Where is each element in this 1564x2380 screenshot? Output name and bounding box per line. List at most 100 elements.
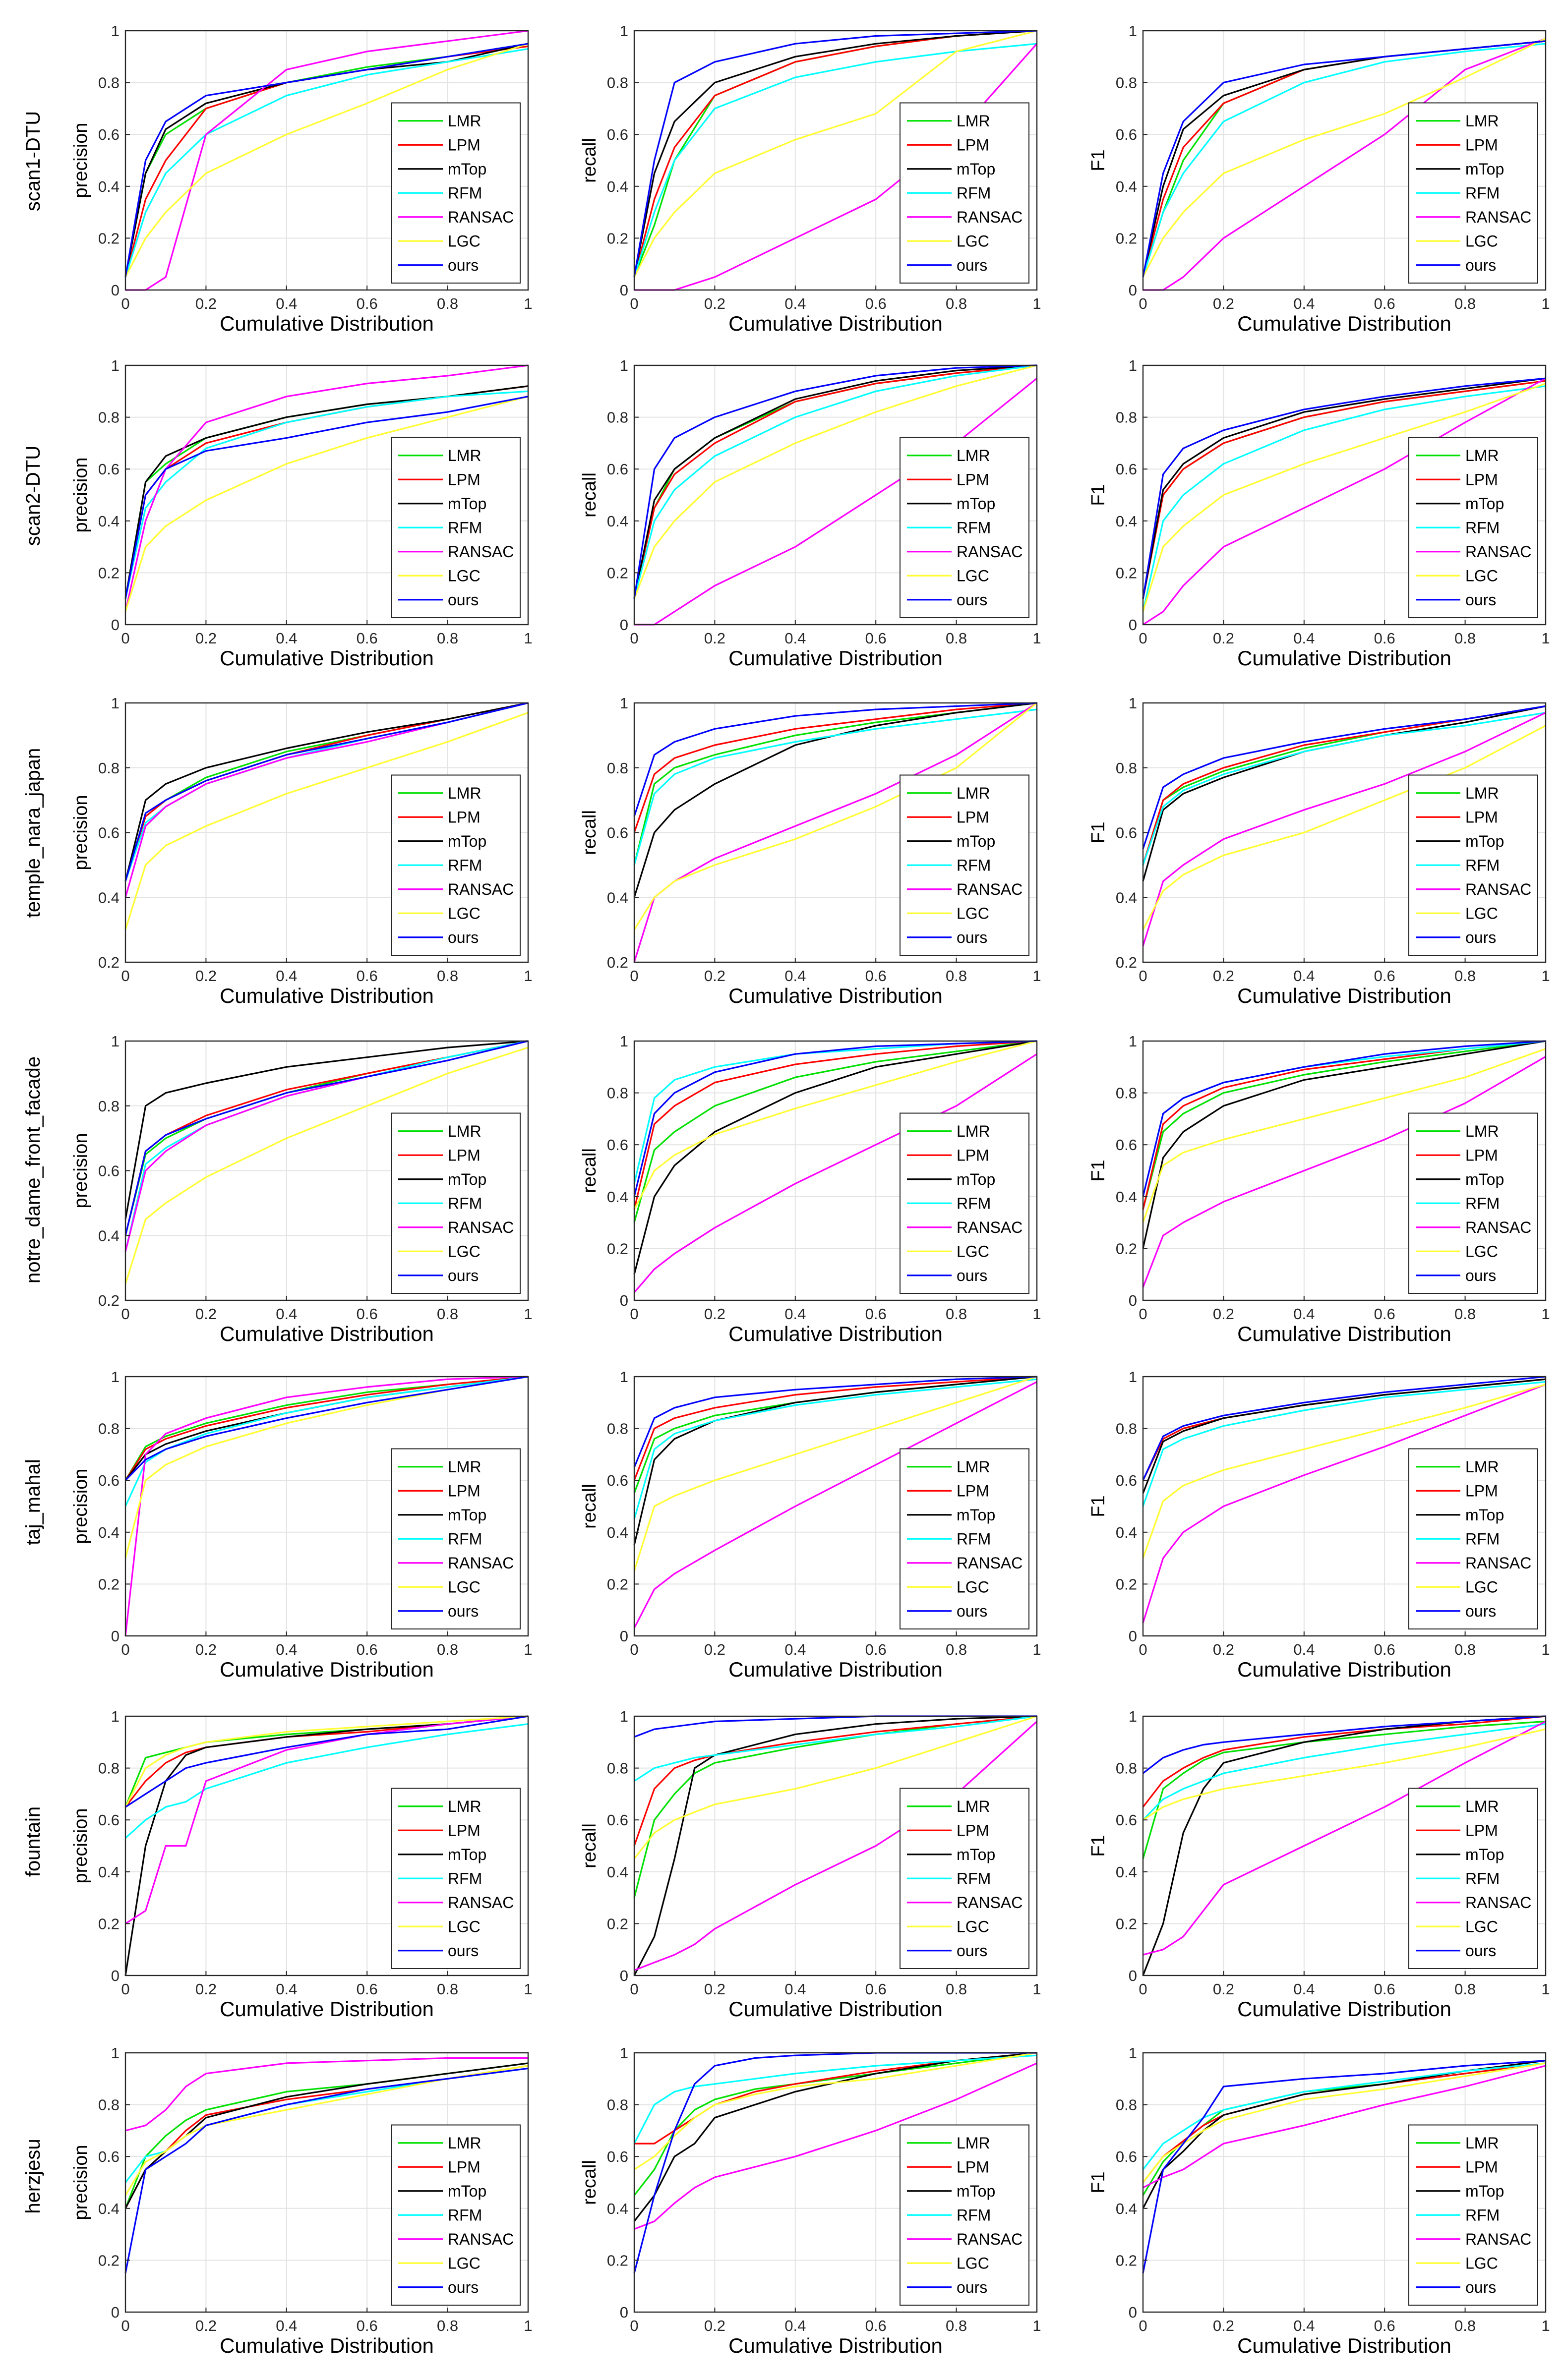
legend-r3c1: LMR LPM mTop RFM RANSAC LGC ours — [900, 1112, 1029, 1294]
y-tick-label: 0.8 — [607, 1420, 628, 1438]
y-tick-label: 0 — [620, 1627, 628, 1645]
x-tick-label: 1 — [1541, 1641, 1550, 1658]
y-tick-label: 0.2 — [607, 1575, 628, 1593]
series-r6c1 — [633, 2052, 1037, 2274]
series-line-ransac — [633, 1381, 1037, 1629]
y-tick-label: 0.2 — [607, 230, 628, 247]
x-tick-label: 0.2 — [704, 1980, 725, 1998]
legend-r6c1: LMR LPM mTop RFM RANSAC LGC ours — [900, 2124, 1029, 2306]
series-line-ours — [633, 30, 1037, 278]
x-tick-label: 0 — [630, 2317, 638, 2334]
x-tick-label: 0.6 — [357, 1980, 378, 1998]
series-line-mtop — [633, 1376, 1037, 1546]
legend-label-ours: ours — [1465, 1602, 1496, 1620]
legend-label-lgc: LGC — [957, 1917, 989, 1935]
legend-label-rfm: RFM — [957, 2206, 991, 2224]
series-line-rfm — [634, 1715, 1037, 1782]
legend-label-lgc: LGC — [1465, 232, 1498, 250]
y-tick-label: 0 — [111, 2304, 120, 2321]
y-tick-label: 0.4 — [607, 178, 628, 195]
y-tick-label: 1 — [1129, 22, 1137, 40]
legend-label-ransac: RANSAC — [957, 1554, 1023, 1572]
legend-r0c0: LMR LPM mTop RFM RANSAC LGC ours — [391, 102, 521, 284]
series-line-ours — [1143, 1715, 1546, 1774]
x-axis-label: Cumulative Distribution — [728, 1322, 943, 1345]
y-tick-label: 0.4 — [607, 2200, 628, 2217]
x-tick-label: 0.6 — [1374, 1980, 1395, 1998]
series-line-ours — [124, 2067, 529, 2273]
legend-label-lmr: LMR — [1465, 1798, 1499, 1815]
series-line-mtop — [633, 364, 1037, 599]
y-tick-label: 0.6 — [607, 1472, 628, 1489]
legend-label-lpm: LPM — [957, 808, 989, 826]
legend-label-ransac: RANSAC — [448, 543, 514, 561]
x-tick-label: 0 — [121, 2317, 129, 2334]
y-tick-label: 1 — [620, 1708, 628, 1725]
axes-box — [1142, 1376, 1547, 1637]
legend-label-ransac: RANSAC — [448, 208, 514, 226]
legend-label-lmr: LMR — [957, 447, 990, 464]
x-tick-label: 0.4 — [1293, 967, 1315, 985]
legend-label-ours: ours — [1465, 1942, 1496, 1960]
y-tick-label: 0 — [1129, 2304, 1137, 2321]
y-axis-label: precision — [70, 122, 91, 198]
x-tick-label: 1 — [1032, 295, 1041, 312]
row-label-temple-nara-japan: temple_nara_japan — [22, 748, 44, 918]
y-axis-label: recall — [579, 1484, 600, 1529]
legend-label-lmr: LMR — [1465, 1122, 1499, 1140]
series-r0c0 — [124, 30, 529, 291]
legend-label-rfm: RFM — [1465, 2206, 1500, 2224]
series-line-rfm — [1142, 1381, 1546, 1507]
legend-r5c1: LMR LPM mTop RFM RANSAC LGC ours — [900, 1788, 1029, 1969]
y-tick-label: 1 — [620, 1033, 628, 1050]
x-tick-label: 0.8 — [437, 1980, 458, 1998]
y-tick-label: 0.4 — [1116, 1524, 1137, 1541]
chart-r4c0: 0 0.2 0.4 0.6 0.8 1 0 0.2 0.4 0.6 0.8 1 Cumulative D… — [70, 1368, 533, 1681]
x-axis-label: Cumulative Distribution — [728, 646, 943, 670]
series-line-ransac — [125, 30, 529, 291]
series-line-ransac — [634, 2062, 1037, 2230]
legend-label-lpm: LPM — [448, 136, 481, 154]
y-tick-label: 0.2 — [98, 1292, 120, 1309]
legend-label-rfm: RFM — [1465, 1869, 1500, 1887]
x-tick-label: 0.2 — [195, 1980, 217, 1998]
x-tick-label: 0.2 — [1213, 295, 1234, 312]
y-axis-label: recall — [579, 138, 600, 183]
x-tick-label: 0.8 — [1454, 630, 1476, 647]
series-line-mtop — [124, 1715, 529, 1976]
x-tick-label: 0.4 — [784, 1980, 806, 1998]
series-line-lgc — [124, 1046, 529, 1284]
axes-box — [633, 1040, 1038, 1301]
row-label-scan2-dtu: scan2-DTU — [22, 446, 44, 546]
series-line-lpm — [633, 702, 1037, 833]
legend-r0c2: LMR LPM mTop RFM RANSAC LGC ours — [1408, 102, 1538, 284]
x-tick-label: 0.6 — [1374, 2317, 1395, 2334]
legend-label-mtop: mTop — [448, 1506, 486, 1524]
series-line-ransac — [124, 1376, 529, 1636]
y-tick-label: 0.2 — [1116, 2252, 1137, 2269]
series-line-mtop — [124, 2062, 529, 2209]
series-line-lmr — [633, 2052, 1037, 2196]
series-line-lgc — [1143, 1728, 1546, 1821]
x-tick-label: 0.2 — [1213, 1305, 1234, 1323]
series-line-ours — [125, 1715, 529, 1808]
series-r2c0 — [124, 702, 529, 930]
series-line-ours — [633, 702, 1037, 817]
row-label-taj-mahal: taj_mahal — [22, 1459, 44, 1545]
x-tick-label: 0.2 — [704, 295, 725, 312]
x-axis-label: Cumulative Distribution — [1237, 2334, 1451, 2357]
y-tick-label: 1 — [111, 2044, 120, 2062]
y-axis-label: precision — [70, 2145, 91, 2220]
legend-label-lpm: LPM — [448, 1482, 481, 1500]
x-tick-label: 0.4 — [276, 1641, 297, 1658]
legend-label-mtop: mTop — [1465, 832, 1504, 850]
y-tick-label: 0 — [1129, 1627, 1137, 1645]
x-tick-label: 0 — [630, 295, 638, 312]
legend-label-lpm: LPM — [1465, 1821, 1498, 1839]
x-tick-label: 1 — [1541, 1980, 1550, 1998]
legend-label-lgc: LGC — [1465, 1242, 1498, 1260]
y-axis-label: F1 — [1088, 149, 1109, 171]
legend-label-lpm: LPM — [957, 2158, 989, 2176]
x-tick-label: 0.8 — [946, 1305, 967, 1323]
